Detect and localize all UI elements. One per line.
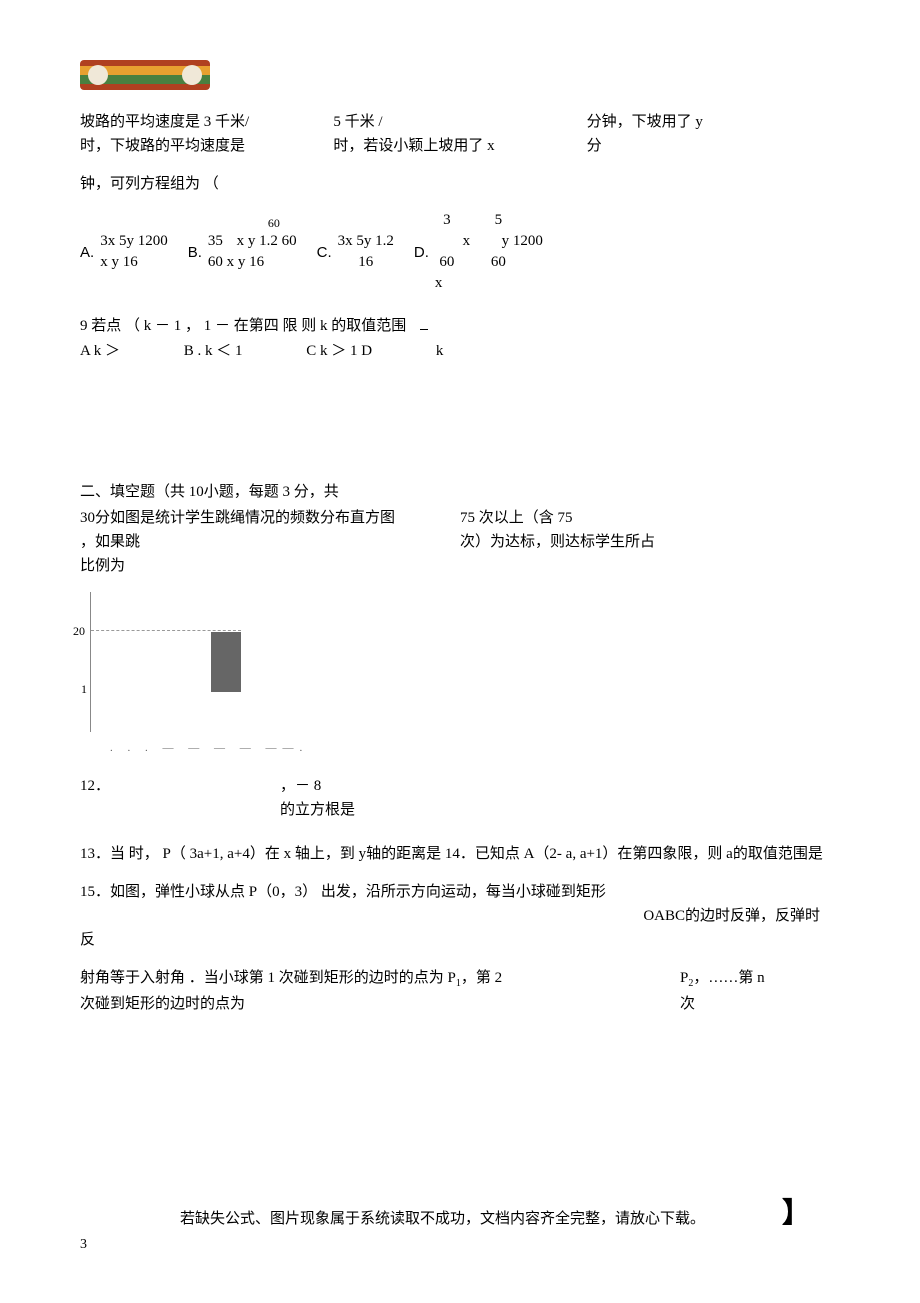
option-a: A k ＞ bbox=[80, 339, 120, 360]
text: 分 bbox=[587, 134, 840, 158]
text: x bbox=[463, 233, 471, 249]
text: 30分如图是统计学生跳绳情况的频数分布直方图 bbox=[80, 506, 460, 530]
page-number: 3 bbox=[80, 1237, 87, 1253]
histogram-chart: 20 1 bbox=[90, 592, 260, 732]
text: x y 1.2 60 bbox=[237, 233, 297, 249]
q15-line1: 15．如图，弹性小球从点 P（0，3） 出发，沿所示方向运动，每当小球碰到矩形 bbox=[80, 880, 840, 904]
q11-tail: 比例为 bbox=[80, 554, 840, 578]
option-d: k bbox=[436, 343, 444, 360]
text: 3x 5y 1.2 bbox=[338, 231, 394, 252]
option-a-label: A. bbox=[80, 244, 94, 261]
q8-intro: 坡路的平均速度是 3 千米/ 时，下坡路的平均速度是 5 千米 / 时，若设小颖… bbox=[80, 110, 840, 158]
option-c: 3x 5y 1.2 16 bbox=[338, 231, 394, 273]
text: 3x 5y 1200 bbox=[100, 231, 168, 252]
q15-line1b: OABC的边时反弹，反弹时 bbox=[80, 904, 840, 928]
text: ，－ 8 bbox=[280, 774, 355, 798]
footer-bracket: 】 bbox=[782, 1191, 810, 1231]
option-d-label: D. bbox=[414, 244, 429, 261]
q8-tail: 钟，可列方程组为 （ bbox=[80, 172, 840, 196]
text: 35 bbox=[208, 233, 223, 249]
q12: 12． ，－ 8 的立方根是 bbox=[80, 774, 840, 822]
text: x y 16 bbox=[100, 252, 168, 273]
text: ，第 2 bbox=[461, 970, 502, 986]
text: 时，若设小颖上坡用了 x bbox=[333, 134, 586, 158]
y-tick: 20 bbox=[73, 624, 85, 639]
text: 次）为达标，则达标学生所占 bbox=[460, 530, 840, 554]
text: 9 若点 （ k － 1 ， 1 － 在第四 限 则 k 的取值范围 bbox=[80, 318, 406, 334]
text: 射角等于入射角 ．当小球第 1 次碰到矩形的边时的点为 P bbox=[80, 970, 456, 986]
chart-bar bbox=[211, 632, 241, 692]
text: 分钟，下坡用了 y bbox=[587, 110, 840, 134]
q11: 30分如图是统计学生跳绳情况的频数分布直方图 ，如果跳 75 次以上（含 75 … bbox=[80, 506, 840, 554]
option-d: 3 5 x y 1200 60 60 x bbox=[435, 210, 543, 294]
option-c: C k ＞ 1 D bbox=[306, 339, 372, 360]
q15-line3: 次碰到矩形的边时的点为 次 bbox=[80, 992, 840, 1016]
grid-line bbox=[91, 630, 241, 631]
option-a: 3x 5y 1200 x y 16 bbox=[100, 231, 168, 273]
text: 16 bbox=[338, 252, 394, 273]
text: 60 bbox=[435, 252, 459, 273]
text: 3 bbox=[435, 210, 459, 231]
blank-line bbox=[420, 329, 428, 330]
option-b: 60 35 x y 1.2 60 60 x y 16 bbox=[208, 231, 297, 273]
text: ，……第 n bbox=[693, 970, 764, 986]
option-b: B . k ＜ 1 bbox=[184, 339, 243, 360]
text: 次 bbox=[680, 992, 695, 1016]
text: 5 bbox=[486, 210, 510, 231]
option-c-label: C. bbox=[317, 244, 332, 261]
footer-note: 若缺失公式、图片现象属于系统读取不成功，文档内容齐全完整，请放心下载。 bbox=[180, 1206, 740, 1233]
text: ，如果跳 bbox=[80, 530, 460, 554]
section-2-heading: 二、填空题（共 10小题，每题 3 分，共 bbox=[80, 480, 840, 504]
text: 60 x y 16 bbox=[208, 252, 297, 273]
x-axis-marks: . . . ― ― ― ― ――. bbox=[110, 742, 840, 754]
text: 75 次以上（含 75 bbox=[460, 506, 840, 530]
text: 60 bbox=[268, 215, 280, 232]
y-tick: 1 bbox=[81, 682, 87, 697]
option-b-label: B. bbox=[188, 244, 202, 261]
text: x bbox=[435, 273, 543, 294]
q8-options: A. 3x 5y 1200 x y 16 B. 60 35 x y 1.2 60… bbox=[80, 210, 840, 294]
text: y 1200 bbox=[502, 233, 543, 249]
text: 坡路的平均速度是 3 千米/ bbox=[80, 110, 333, 134]
q15-fan: 反 bbox=[80, 928, 840, 952]
text: 次碰到矩形的边时的点为 bbox=[80, 992, 600, 1016]
q9-options: A k ＞ B . k ＜ 1 C k ＞ 1 D k bbox=[80, 339, 840, 360]
text: 60 bbox=[486, 252, 510, 273]
text: 5 千米 / bbox=[333, 110, 586, 134]
text: 时，下坡路的平均速度是 bbox=[80, 134, 333, 158]
q15-line2: 射角等于入射角 ．当小球第 1 次碰到矩形的边时的点为 P1，第 2 P2，……… bbox=[80, 966, 840, 992]
text: 的立方根是 bbox=[280, 798, 355, 822]
q9: 9 若点 （ k － 1 ， 1 － 在第四 限 则 k 的取值范围 bbox=[80, 314, 840, 335]
text: 15．如图，弹性小球从点 P（0，3） 出发，沿所示方向运动，每当小球碰到矩形 bbox=[80, 880, 840, 904]
q13-q14: 13．当 时， P（ 3a+1, a+4）在 x 轴上，到 y轴的距离是 14．… bbox=[80, 842, 840, 866]
q12-number: 12． bbox=[80, 774, 280, 822]
header-logo bbox=[80, 60, 210, 90]
